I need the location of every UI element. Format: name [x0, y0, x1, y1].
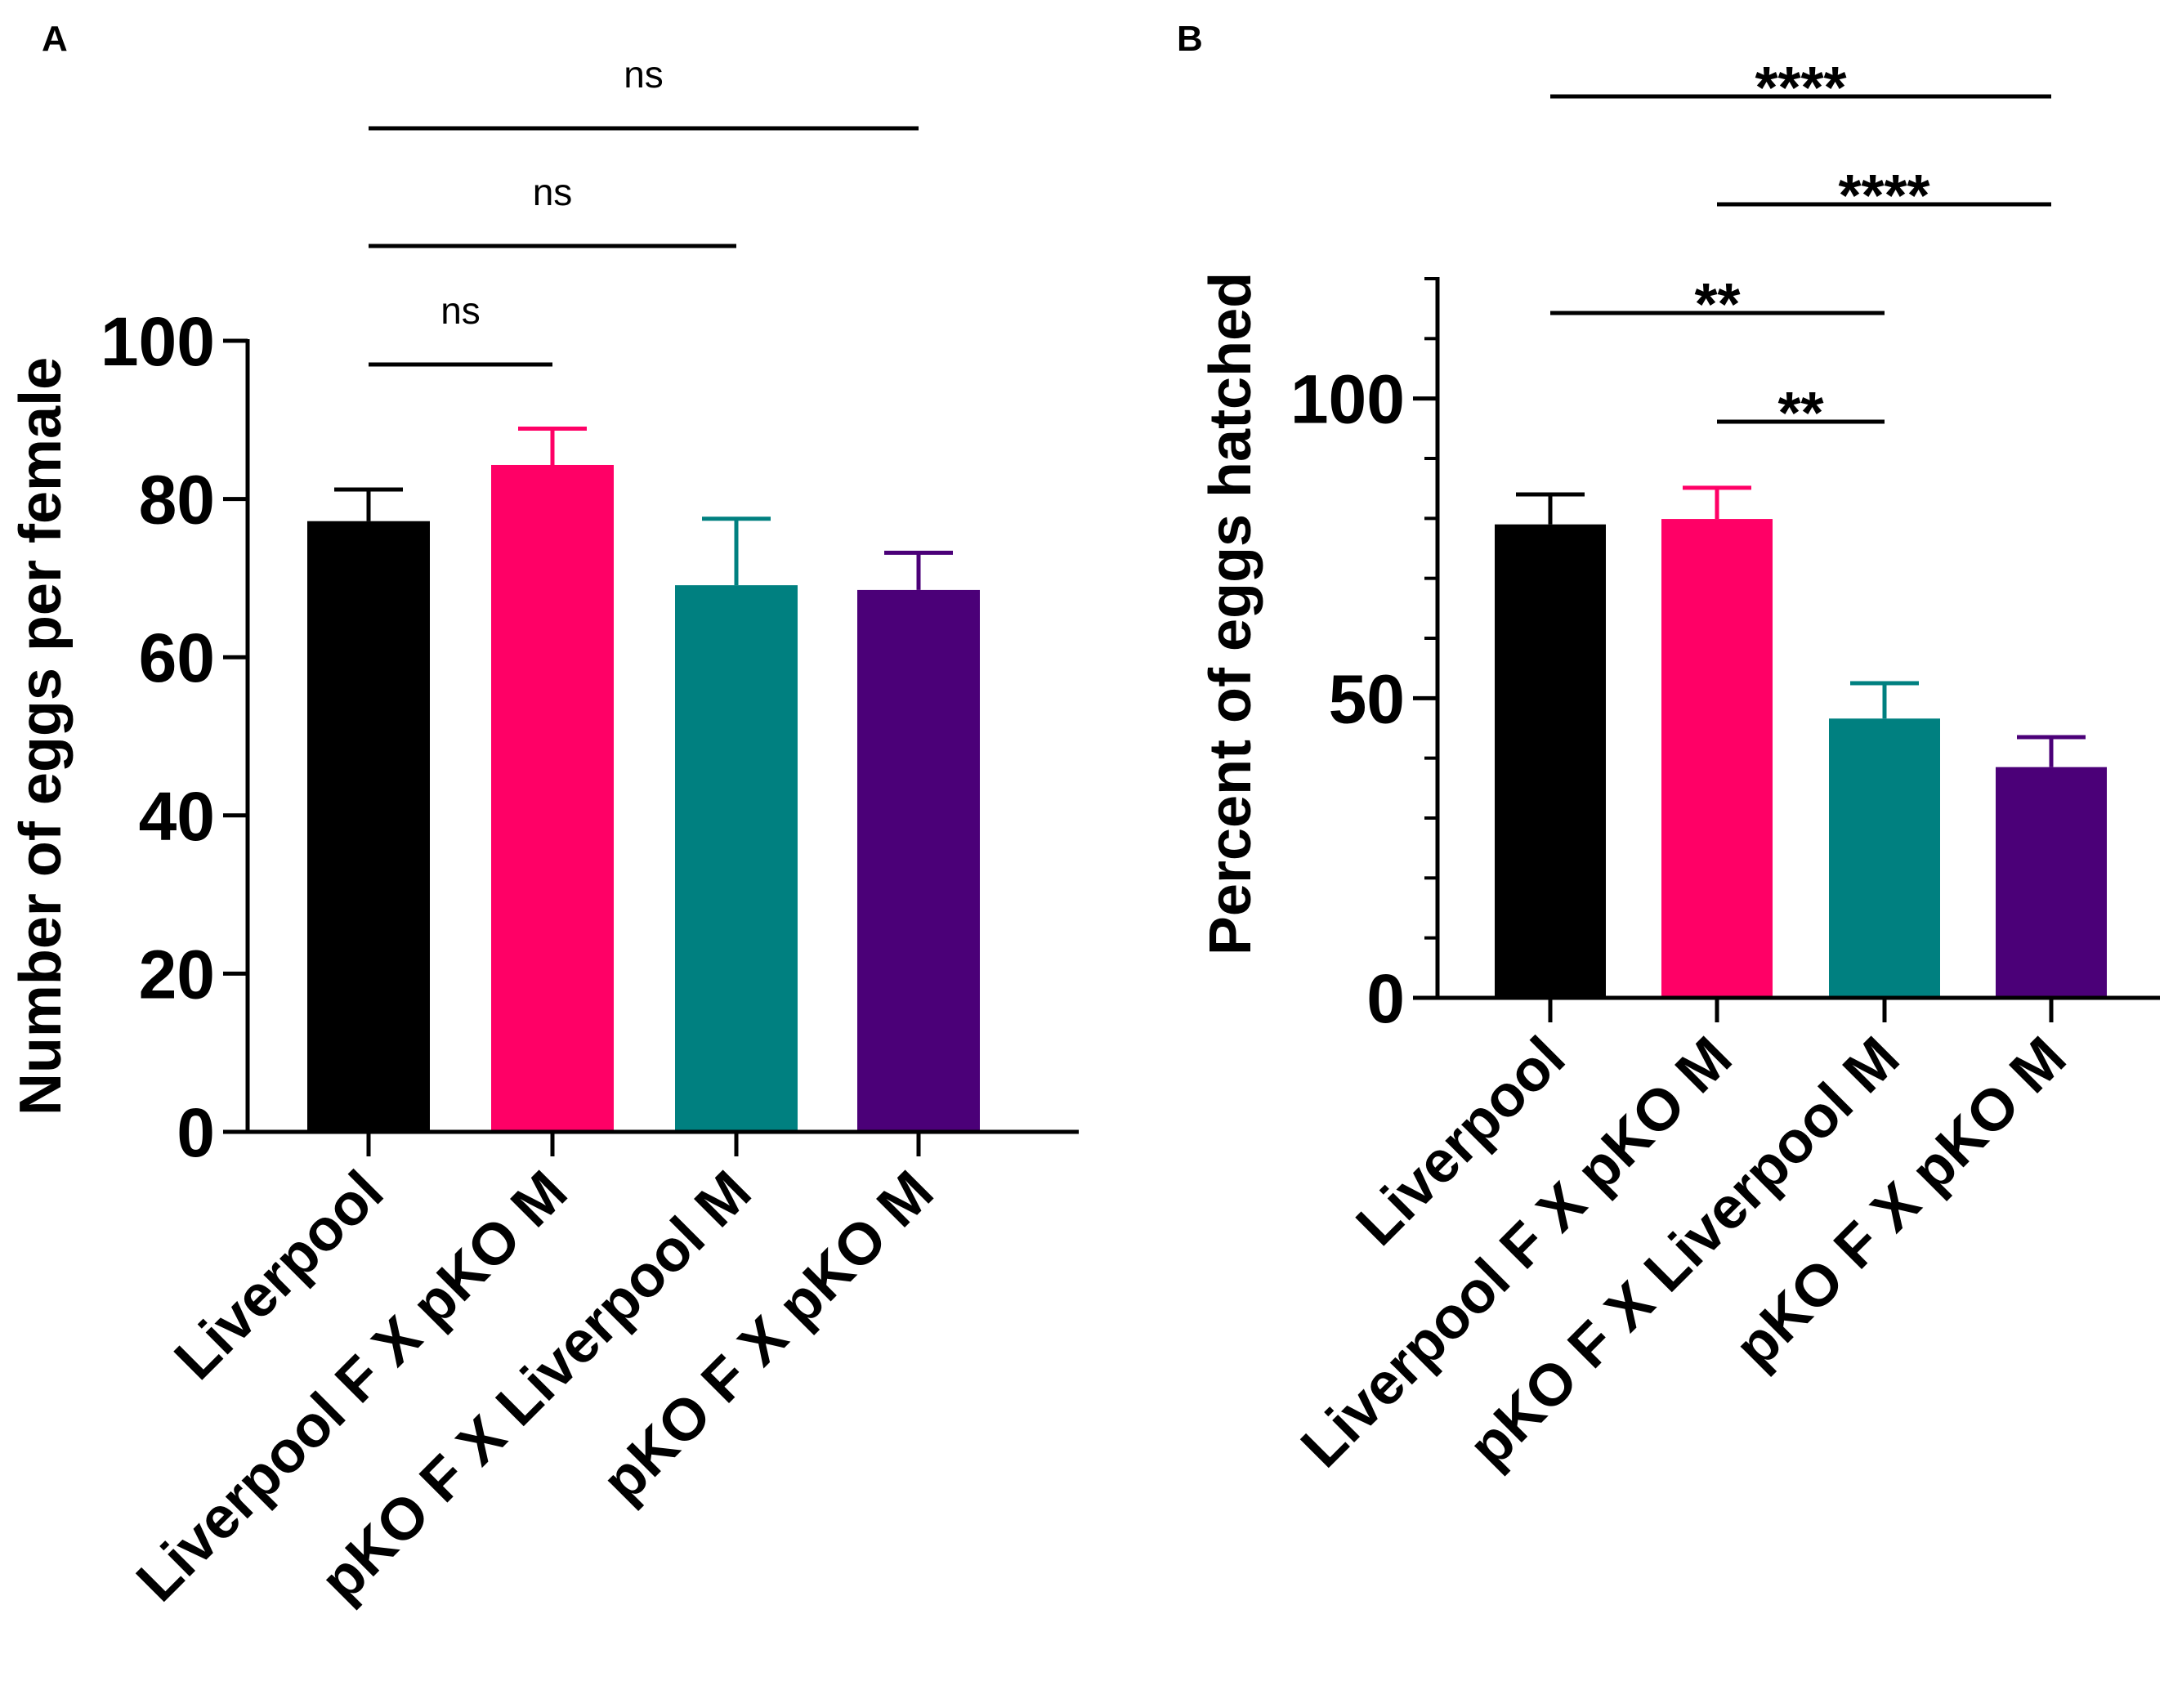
- y-tick-label: 100: [101, 303, 215, 380]
- significance-label: ns: [440, 289, 481, 332]
- bar-0: [1495, 524, 1606, 998]
- y-tick-label: 40: [139, 778, 215, 855]
- y-tick-label: 0: [1366, 960, 1405, 1037]
- y-tick-label: 100: [1290, 361, 1405, 438]
- x-tick-label: pKO F X pKO M: [590, 1159, 946, 1515]
- bar-1: [1661, 519, 1773, 998]
- significance-label: **: [1694, 272, 1740, 338]
- y-tick-label: 80: [139, 462, 215, 539]
- y-tick-label: 50: [1329, 660, 1405, 737]
- significance-label: ****: [1755, 56, 1846, 121]
- significance-label: ns: [624, 53, 664, 96]
- bar-0: [307, 521, 430, 1132]
- y-tick-label: 0: [177, 1094, 215, 1171]
- significance-label: ns: [533, 171, 573, 213]
- bar-1: [491, 464, 614, 1132]
- y-tick-label: 60: [139, 619, 215, 696]
- panel-label: B: [1177, 19, 1203, 59]
- significance-label: ****: [1838, 163, 1929, 229]
- y-axis-title: Percent of eggs hatched: [1198, 272, 1263, 955]
- bar-2: [675, 585, 798, 1132]
- y-tick-label: 20: [139, 936, 215, 1013]
- panel-label: A: [42, 19, 68, 59]
- bar-3: [1996, 767, 2107, 998]
- bar-2: [1829, 718, 1940, 998]
- y-axis-title: Number of eggs per female: [8, 357, 74, 1116]
- bar-3: [857, 589, 980, 1132]
- significance-label: **: [1777, 381, 1823, 446]
